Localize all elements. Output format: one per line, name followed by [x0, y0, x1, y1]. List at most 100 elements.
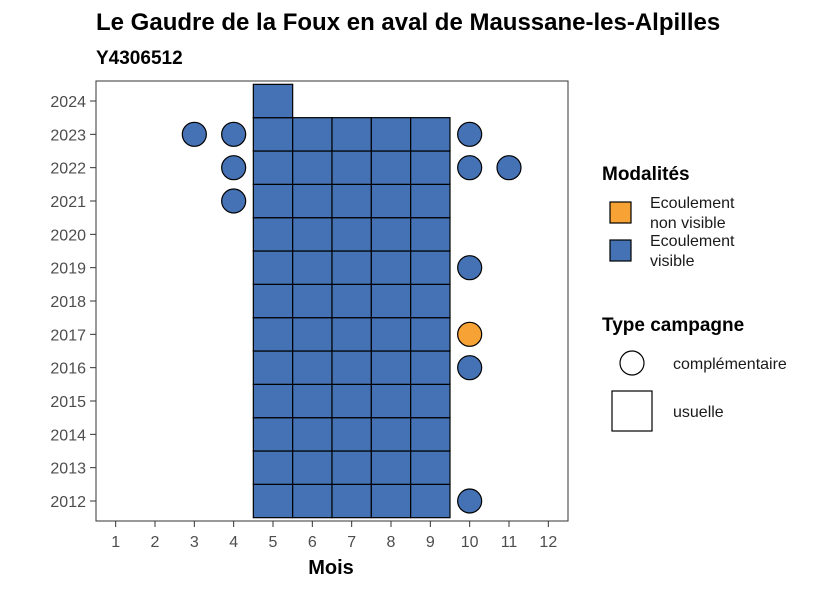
usuelle-tile-8-2014	[370, 417, 412, 452]
usuelle-tile-6-2014	[292, 417, 333, 452]
usuelle-tile-5-2024	[252, 83, 294, 119]
x-axis: 1 2 3 4 5 6 7 8 9 10 11 12	[111, 521, 557, 551]
usuelle-tile-6-2020	[292, 217, 333, 252]
usuelle-tile-8-2018	[370, 283, 412, 319]
usuelle-tile-6-2017	[292, 317, 333, 352]
usuelle-tile-9-2019	[410, 250, 451, 285]
y-tick-label: 2018	[50, 294, 86, 311]
y-tick-label: 2021	[50, 194, 86, 211]
x-tick-label: 9	[426, 534, 435, 551]
usuelle-tile-5-2016	[252, 350, 294, 385]
complementaire-point-4-2021	[221, 188, 247, 214]
legend-circle-key	[619, 350, 645, 376]
complementaire-point-10-2017	[457, 321, 483, 347]
usuelle-tile-5-2018	[252, 283, 294, 319]
usuelle-tile-5-2015	[252, 383, 294, 419]
x-tick-label: 10	[461, 534, 479, 551]
usuelle-tile-7-2013	[331, 450, 372, 485]
x-tick-label: 12	[539, 534, 557, 551]
legend-modalite-label: Ecoulement visible	[650, 233, 735, 270]
usuelle-tile-9-2012	[410, 483, 451, 519]
legend-square-key	[611, 390, 653, 432]
complementaire-point-3-2023	[181, 121, 207, 147]
usuelle-tile-6-2023	[292, 117, 333, 152]
usuelle-tile-7-2015	[331, 383, 372, 419]
x-tick-label: 8	[387, 534, 396, 551]
y-axis: 2012 2013 2014 2015 2016 2017 2018 2019 2020 2021…	[50, 94, 96, 511]
usuelle-tile-8-2015	[370, 383, 412, 419]
usuelle-tile-8-2016	[370, 350, 412, 385]
usuelle-tile-8-2019	[370, 250, 412, 285]
usuelle-tile-7-2019	[331, 250, 372, 285]
usuelle-tile-6-2018	[292, 283, 333, 319]
chart-title: Le Gaudre de la Foux en aval de Maussane…	[96, 9, 720, 36]
usuelle-tile-6-2022	[292, 150, 333, 185]
usuelle-tile-9-2018	[410, 283, 451, 319]
legend-campagne-title: Type campagne	[602, 315, 744, 336]
usuelle-tile-6-2021	[292, 183, 333, 219]
usuelle-tile-8-2020	[370, 217, 412, 252]
legend-modalite-key	[609, 201, 632, 224]
usuelle-tile-7-2020	[331, 217, 372, 252]
usuelle-tile-9-2020	[410, 217, 451, 252]
legend-campagne: Type campagne complémentaire usuelle	[602, 315, 787, 432]
usuelle-tile-8-2023	[370, 117, 412, 152]
usuelle-tile-7-2012	[331, 483, 372, 519]
usuelle-tile-5-2019	[252, 250, 294, 285]
y-tick-label: 2020	[50, 227, 86, 244]
complementaire-point-10-2019	[457, 255, 483, 281]
usuelle-tile-6-2012	[292, 483, 333, 519]
usuelle-tile-7-2022	[331, 150, 372, 185]
y-tick-label: 2024	[50, 94, 86, 111]
usuelle-tile-6-2015	[292, 383, 333, 419]
complementaire-point-11-2022	[496, 155, 522, 181]
chart-subtitle: Y4306512	[96, 48, 183, 69]
legend-modalites-title: Modalités	[602, 164, 690, 185]
usuelle-tile-7-2016	[331, 350, 372, 385]
x-tick-label: 4	[229, 534, 238, 551]
usuelle-tile-9-2022	[410, 150, 451, 185]
y-tick-label: 2014	[50, 427, 86, 444]
y-tick-label: 2022	[50, 161, 86, 178]
usuelle-tile-8-2017	[370, 317, 412, 352]
usuelle-tile-5-2017	[252, 317, 294, 352]
y-tick-label: 2012	[50, 494, 86, 511]
usuelle-tile-9-2013	[410, 450, 451, 485]
complementaire-point-10-2016	[457, 355, 483, 381]
x-tick-label: 2	[151, 534, 160, 551]
y-tick-label: 2023	[50, 127, 86, 144]
usuelle-tile-8-2012	[370, 483, 412, 519]
usuelle-tile-6-2019	[292, 250, 333, 285]
legend-campagne-label: complémentaire	[673, 356, 787, 373]
usuelle-tile-5-2014	[252, 417, 294, 452]
x-tick-label: 11	[501, 534, 518, 551]
usuelle-tile-6-2013	[292, 450, 333, 485]
y-tick-label: 2017	[50, 327, 86, 344]
usuelle-tile-8-2022	[370, 150, 412, 185]
y-tick-label: 2013	[50, 461, 86, 478]
usuelle-tile-8-2021	[370, 183, 412, 219]
usuelle-tile-5-2013	[252, 450, 294, 485]
complementaire-point-4-2022	[221, 155, 247, 181]
usuelle-tile-9-2017	[410, 317, 451, 352]
y-tick-label: 2016	[50, 361, 86, 378]
x-tick-label: 5	[269, 534, 278, 551]
legend-campagne-label: usuelle	[673, 404, 724, 421]
usuelle-tile-7-2023	[331, 117, 372, 152]
usuelle-tile-9-2016	[410, 350, 451, 385]
usuelle-tile-5-2020	[252, 217, 294, 252]
usuelle-tile-7-2017	[331, 317, 372, 352]
usuelle-tile-9-2014	[410, 417, 451, 452]
complementaire-point-10-2022	[457, 155, 483, 181]
usuelle-marks	[252, 83, 451, 519]
legend-modalite-key	[609, 239, 632, 262]
x-tick-label: 3	[190, 534, 199, 551]
usuelle-tile-9-2021	[410, 183, 451, 219]
legend-modalite-label: Ecoulement non visible	[650, 195, 735, 232]
y-tick-label: 2019	[50, 261, 86, 278]
usuelle-tile-5-2012	[252, 483, 294, 519]
usuelle-tile-7-2018	[331, 283, 372, 319]
complementaire-point-10-2023	[457, 121, 483, 147]
x-tick-label: 7	[347, 534, 356, 551]
